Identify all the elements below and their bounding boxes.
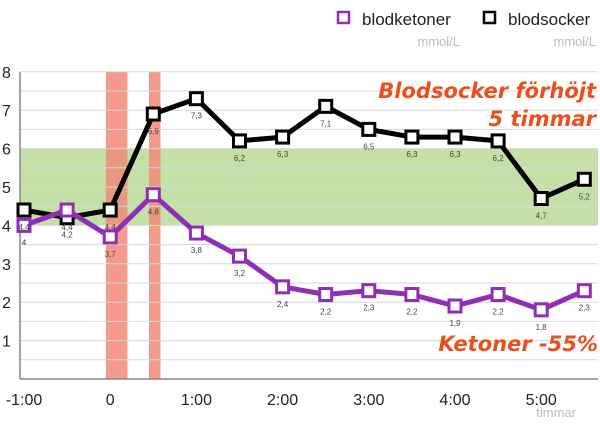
x-tick-label: 3:00 bbox=[353, 392, 384, 409]
data-label-blodketoner: 4,4 bbox=[62, 223, 74, 232]
data-label-blodsocker: 6,5 bbox=[363, 142, 375, 151]
x-tick-label: 0 bbox=[106, 392, 115, 409]
data-point-blodketoner bbox=[188, 225, 204, 241]
legend-label-blodsocker: blodsocker bbox=[508, 10, 591, 29]
data-point-blodketoner bbox=[447, 298, 463, 314]
data-label-blodketoner: 2,2 bbox=[493, 308, 505, 317]
data-point-blodketoner bbox=[576, 283, 592, 299]
data-label-blodketoner: 2,3 bbox=[363, 304, 375, 313]
legend-unit-blodsocker: mmol/L bbox=[553, 34, 596, 49]
data-label-blodketoner: 3,2 bbox=[234, 269, 246, 278]
data-point-blodsocker bbox=[576, 171, 592, 187]
legend-marker-blodketoner bbox=[336, 10, 351, 25]
data-label-blodsocker: 7,3 bbox=[191, 112, 203, 121]
legend-marker-blodsocker bbox=[482, 10, 497, 25]
x-tick-label: 1:00 bbox=[181, 392, 212, 409]
data-point-blodketoner bbox=[361, 283, 377, 299]
data-point-blodsocker bbox=[533, 191, 549, 207]
data-label-blodsocker: 6,2 bbox=[234, 154, 246, 163]
data-label-blodketoner: 2,4 bbox=[277, 300, 289, 309]
data-label-blodketoner: 2,3 bbox=[579, 304, 591, 313]
x-axis-label: timmar bbox=[536, 405, 576, 420]
data-point-blodketoner bbox=[275, 279, 291, 295]
annotation-blodsocker: Blodsocker förhöjt bbox=[378, 79, 597, 103]
data-point-blodketoner bbox=[404, 287, 420, 303]
y-tick-label: 1 bbox=[2, 334, 11, 351]
data-point-blodketoner bbox=[533, 302, 549, 318]
data-label-blodsocker: 6,9 bbox=[148, 127, 160, 136]
data-label-blodsocker: 4,4 bbox=[105, 223, 117, 232]
y-tick-label: 7 bbox=[2, 103, 11, 120]
x-tick-label: -1:00 bbox=[6, 392, 43, 409]
y-tick-label: 5 bbox=[2, 180, 11, 197]
x-tick-label: 4:00 bbox=[439, 392, 470, 409]
data-label-blodsocker: 6,3 bbox=[406, 150, 418, 159]
data-label-blodsocker: 4,4 bbox=[18, 223, 30, 232]
data-point-blodsocker bbox=[404, 129, 420, 145]
data-point-blodsocker bbox=[447, 129, 463, 145]
data-label-blodketoner: 1,9 bbox=[449, 319, 461, 328]
data-label-blodketoner: 2,2 bbox=[406, 308, 418, 317]
data-point-blodketoner bbox=[59, 202, 75, 218]
data-point-blodsocker bbox=[361, 121, 377, 137]
x-tick-label: 5:00 bbox=[526, 392, 557, 409]
data-point-blodketoner bbox=[490, 287, 506, 303]
data-point-blodketoner bbox=[16, 217, 32, 233]
data-point-blodsocker bbox=[102, 202, 118, 218]
data-point-blodsocker bbox=[275, 129, 291, 145]
y-tick-label: 4 bbox=[2, 218, 11, 235]
annotation-timmar: 5 timmar bbox=[489, 107, 598, 131]
y-tick-label: 8 bbox=[2, 65, 11, 82]
data-label-blodketoner: 2,2 bbox=[320, 308, 332, 317]
data-label-blodsocker: 6,3 bbox=[277, 150, 289, 159]
x-tick-label: 2:00 bbox=[267, 392, 298, 409]
data-label-blodsocker: 7,1 bbox=[320, 119, 332, 128]
data-point-blodsocker bbox=[16, 202, 32, 218]
data-label-blodketoner: 3,7 bbox=[105, 250, 117, 259]
data-label-blodsocker: 4,2 bbox=[62, 231, 74, 240]
data-label-blodketoner: 4,8 bbox=[148, 208, 160, 217]
data-label-blodsocker: 6,2 bbox=[493, 154, 505, 163]
y-tick-label: 2 bbox=[2, 295, 11, 312]
legend-unit-blodketoner: mmol/L bbox=[417, 34, 460, 49]
data-point-blodketoner bbox=[232, 248, 247, 264]
data-point-blodsocker bbox=[490, 133, 506, 149]
data-label-blodketoner: 1,8 bbox=[536, 323, 548, 332]
data-point-blodsocker bbox=[145, 106, 161, 122]
data-point-blodsocker bbox=[232, 133, 247, 149]
legend: blodketoner mmol/L blodsocker mmol/L bbox=[336, 10, 596, 49]
data-point-blodsocker bbox=[188, 91, 204, 107]
y-tick-label: 3 bbox=[2, 257, 11, 274]
data-label-blodsocker: 4,7 bbox=[536, 212, 548, 221]
data-label-blodsocker: 6,3 bbox=[449, 150, 461, 159]
data-point-blodketoner bbox=[102, 229, 118, 245]
annotation-ketoner: Ketoner -55% bbox=[438, 332, 598, 356]
data-point-blodsocker bbox=[318, 98, 334, 114]
data-point-blodketoner bbox=[318, 287, 334, 303]
y-tick-label: 6 bbox=[2, 142, 11, 159]
data-label-blodsocker: 5,2 bbox=[579, 192, 591, 201]
data-label-blodketoner: 4 bbox=[22, 238, 27, 247]
data-label-blodketoner: 3,8 bbox=[191, 246, 203, 255]
legend-label-blodketoner: blodketoner bbox=[362, 10, 451, 29]
data-point-blodketoner bbox=[145, 187, 161, 203]
